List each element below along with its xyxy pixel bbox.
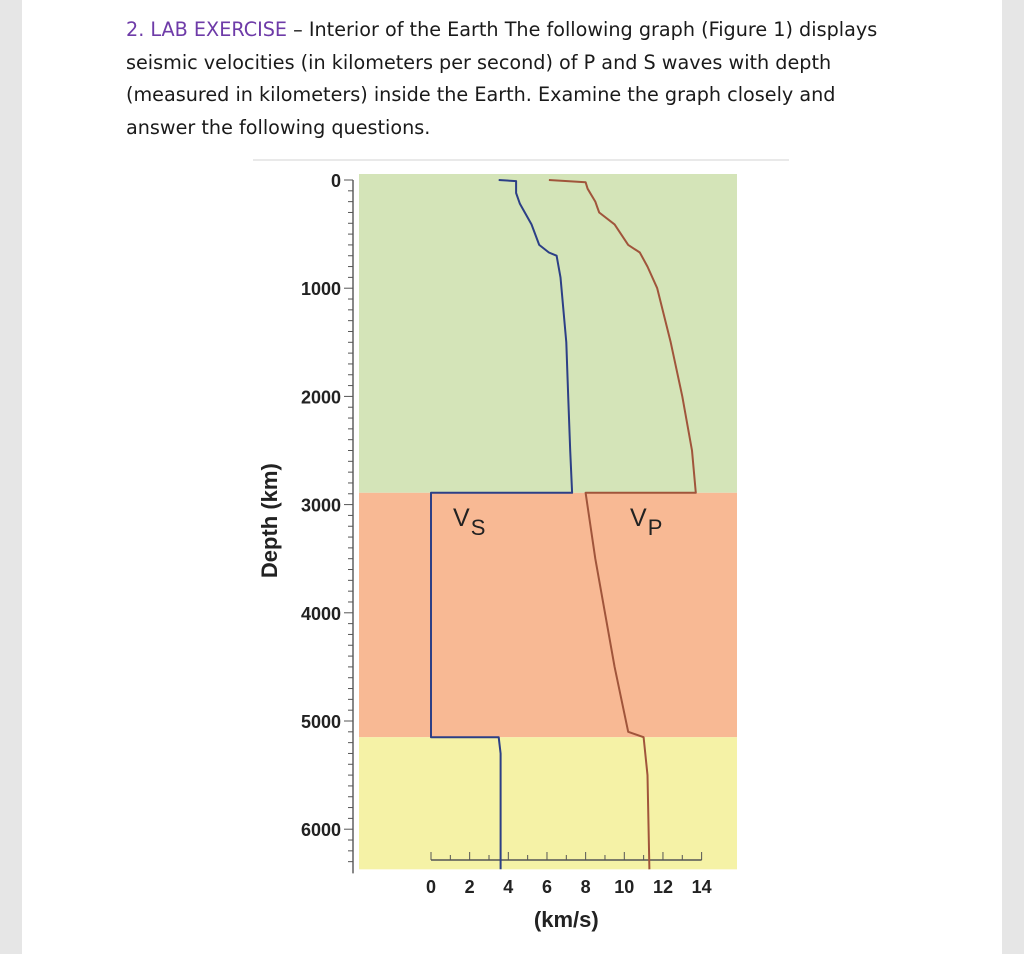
velocity-tick-label: 14 (692, 877, 712, 897)
region-mantle (359, 174, 737, 493)
velocity-series (430, 179, 697, 870)
velocity-tick-label: 0 (426, 877, 436, 897)
exercise-paragraph: 2. LAB EXERCISE – Interior of the Earth … (126, 14, 906, 144)
depth-tick-label: 3000 (301, 496, 341, 516)
velocity-tick-label: 8 (581, 877, 591, 897)
depth-tick-label: 5000 (301, 712, 341, 732)
depth-axis-title: Depth (km) (257, 463, 282, 578)
series-label-vs: VS (453, 504, 485, 540)
depth-axis: 0 1000 2000 3000 4000 5000 6000 Depth (km) (257, 171, 354, 874)
velocity-depth-chart: 0 1000 2000 3000 4000 5000 6000 Depth (km) 0 2 4 6… (253, 159, 789, 932)
depth-tick-label: 4000 (301, 604, 341, 624)
depth-tick-label: 0 (331, 171, 341, 191)
velocity-tick-label: 4 (503, 877, 513, 897)
velocity-tick-label: 6 (542, 877, 552, 897)
region-inner_core (359, 737, 737, 870)
depth-tick-label: 2000 (301, 387, 341, 407)
figure-seismic-velocity: 0 1000 2000 3000 4000 5000 6000 Depth (km) 0 2 4 6… (253, 158, 789, 948)
exercise-label: 2. LAB EXERCISE (126, 18, 288, 41)
depth-tick-label: 1000 (301, 279, 341, 299)
series-line-vp (548, 179, 697, 870)
series-labels: VS VP (453, 504, 662, 540)
earth-layer-regions (359, 174, 737, 870)
velocity-tick-label: 10 (614, 877, 634, 897)
velocity-tick-label: 2 (465, 877, 475, 897)
exercise-dash: – (287, 18, 309, 41)
velocity-axis-title: (km/s) (534, 907, 599, 932)
velocity-axis: 0 2 4 6 8 10 12 14 (km/s) (426, 852, 712, 932)
exercise-text: Interior of the Earth The following grap… (126, 18, 878, 139)
series-label-vp: VP (630, 504, 662, 540)
depth-tick-label: 6000 (301, 820, 341, 840)
velocity-tick-label: 12 (653, 877, 673, 897)
region-outer_core (359, 492, 737, 738)
series-line-vs (430, 179, 574, 870)
